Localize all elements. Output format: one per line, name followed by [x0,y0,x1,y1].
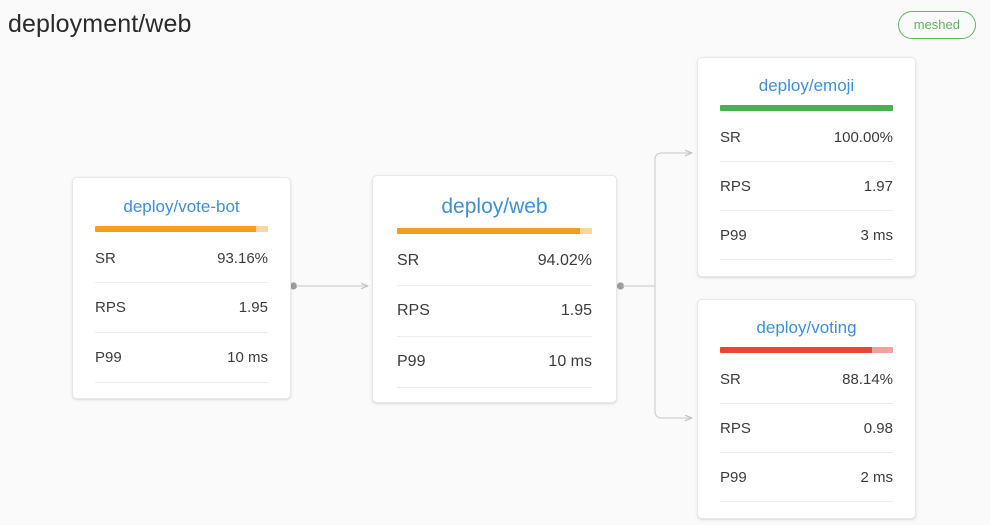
metric-label-p99: P99 [720,226,747,244]
metric-label-p99: P99 [720,468,747,486]
metrics-list: SR 88.14% RPS 0.98 P99 2 ms [720,355,893,502]
metric-value-rps: 1.95 [238,299,268,316]
metric-row-sr: SR 88.14% [720,355,893,404]
node-title-voting[interactable]: deploy/voting [756,318,857,337]
metric-label-rps: RPS [720,177,751,195]
node-card-voting[interactable]: deploy/voting SR 88.14% RPS 0.98 P99 2 m… [697,299,916,519]
metric-row-rps: RPS 1.97 [720,162,893,211]
node-title-vote-bot[interactable]: deploy/vote-bot [123,197,240,216]
edge-web-to-emoji [654,149,693,286]
metric-value-rps: 1.95 [560,302,592,319]
metric-label-sr: SR [397,251,420,269]
metric-value-p99: 2 ms [860,468,893,486]
metric-value-p99: 10 ms [227,349,268,366]
metric-row-p99: P99 10 ms [95,333,268,383]
node-card-vote-bot[interactable]: deploy/vote-bot SR 93.16% RPS 1.95 P99 1… [72,177,291,399]
success-rate-bar-voting [720,347,893,353]
metrics-list: SR 100.00% RPS 1.97 P99 3 ms [720,113,893,260]
metric-row-rps: RPS 0.98 [720,404,893,453]
metric-label-p99: P99 [95,349,122,366]
metric-value-sr: 93.16% [217,249,268,267]
metric-label-sr: SR [720,128,741,146]
success-rate-bar-emoji [720,105,893,111]
metric-value-p99: 10 ms [548,353,592,370]
success-rate-bar-remainder [872,347,893,353]
success-rate-bar-web [397,228,592,234]
node-card-web[interactable]: deploy/web SR 94.02% RPS 1.95 P99 10 ms [372,175,617,403]
metrics-list: SR 93.16% RPS 1.95 P99 10 ms [95,234,268,383]
success-rate-bar-remainder [256,226,268,232]
node-title-emoji[interactable]: deploy/emoji [758,76,855,95]
metric-label-p99: P99 [397,353,426,370]
metric-value-sr: 94.02% [537,251,592,269]
status-badge-meshed: meshed [897,11,976,39]
metric-row-p99: P99 3 ms [720,211,893,260]
success-rate-bar-fill [397,228,581,234]
page-title: deployment/web [8,10,192,38]
metric-row-p99: P99 2 ms [720,453,893,502]
metric-value-rps: 0.98 [863,419,893,437]
metric-row-rps: RPS 1.95 [95,283,268,333]
metric-row-sr: SR 93.16% [95,234,268,283]
metric-label-rps: RPS [720,419,751,437]
metric-value-rps: 1.97 [863,177,893,195]
success-rate-bar-vote-bot [95,226,268,232]
metrics-list: SR 94.02% RPS 1.95 P99 10 ms [397,236,592,388]
metric-label-rps: RPS [397,302,430,319]
metric-row-sr: SR 100.00% [720,113,893,162]
metric-value-p99: 3 ms [860,226,893,244]
edge-vote-bot-to-web [289,282,369,290]
metric-label-sr: SR [720,370,741,388]
node-card-emoji[interactable]: deploy/emoji SR 100.00% RPS 1.97 P99 3 m… [697,57,916,277]
success-rate-bar-fill [720,105,893,111]
metric-row-rps: RPS 1.95 [397,286,592,337]
edge-web-to-branches [616,282,655,290]
metric-row-sr: SR 94.02% [397,236,592,286]
metric-row-p99: P99 10 ms [397,337,592,388]
node-title-web[interactable]: deploy/web [441,195,548,218]
success-rate-bar-fill [95,226,257,232]
success-rate-bar-fill [720,347,873,353]
edge-web-to-voting [654,286,693,422]
metric-label-rps: RPS [95,299,126,316]
metric-value-sr: 88.14% [842,370,893,388]
metric-value-sr: 100.00% [833,128,893,146]
success-rate-bar-remainder [580,228,592,234]
metric-label-sr: SR [95,249,116,267]
